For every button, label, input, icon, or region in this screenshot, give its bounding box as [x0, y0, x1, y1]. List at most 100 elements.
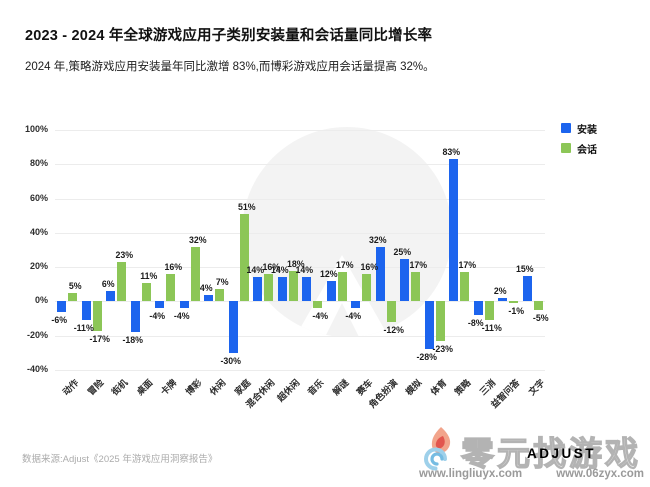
bar-install-9 — [277, 277, 287, 302]
legend-install: 安装 — [561, 121, 597, 136]
bar-session-8 — [264, 274, 274, 302]
y-axis-tick-label: 40% — [29, 226, 48, 237]
y-axis-tick-label: 80% — [29, 158, 48, 169]
x-axis-label-1: 冒险 — [85, 377, 106, 398]
chart-subtitle: 2024 年,策略游戏应用安装量年同比激增 83%,而博彩游戏应用会话量提高 3… — [25, 61, 435, 73]
gridline — [55, 130, 545, 131]
bar-install-7 — [228, 301, 238, 353]
bar-value-session-14: 17% — [409, 260, 428, 271]
bar-session-3 — [141, 282, 151, 302]
bar-value-install-3: -18% — [122, 335, 144, 346]
y-axis-tick-label: -40% — [26, 364, 48, 374]
bar-value-install-12: -4% — [345, 311, 362, 322]
gridline — [55, 198, 545, 200]
watermark-url-2: www.06zyx.com — [556, 468, 644, 480]
bar-session-16 — [460, 272, 470, 302]
bar-session-17 — [484, 301, 494, 321]
bar-value-session-5: 32% — [188, 234, 207, 245]
gridline — [55, 267, 545, 269]
bar-install-19 — [522, 275, 532, 302]
bar-session-9 — [288, 270, 298, 302]
bar-value-install-11: 12% — [319, 268, 338, 279]
x-axis-label-6: 休闲 — [207, 377, 228, 398]
bar-session-0 — [68, 292, 78, 302]
bar-value-session-10: -4% — [312, 311, 329, 322]
install-swatch-icon — [561, 123, 571, 133]
bar-value-install-10: 14% — [295, 265, 314, 276]
bar-session-6 — [215, 289, 225, 302]
adjust-logo: ADJUST — [527, 446, 597, 461]
bar-value-install-9: 14% — [270, 265, 289, 276]
gridline — [55, 232, 545, 234]
bar-value-session-7: 51% — [237, 202, 256, 212]
bar-install-15 — [424, 301, 434, 350]
x-axis-label-11: 解谜 — [330, 377, 351, 398]
bar-value-install-6: 4% — [199, 282, 213, 293]
gridline — [55, 370, 545, 371]
bar-install-6 — [204, 294, 214, 302]
legend-install-label: 安装 — [577, 124, 597, 136]
y-axis-tick-label: -20% — [26, 329, 48, 340]
chart-legend: 安装 会话 — [561, 121, 597, 161]
bar-session-7 — [239, 214, 249, 302]
bar-value-install-0: -6% — [51, 314, 68, 325]
bar-session-2 — [117, 262, 127, 302]
bar-session-12 — [362, 274, 372, 302]
bar-value-install-16: 83% — [442, 147, 461, 158]
session-swatch-icon — [561, 143, 571, 153]
flame-logo-icon — [424, 427, 451, 471]
bar-value-install-4: -4% — [149, 311, 166, 322]
x-axis-label-2: 街机 — [109, 377, 130, 398]
bar-value-session-6: 7% — [215, 277, 229, 288]
bar-install-1 — [81, 301, 91, 321]
bar-install-11 — [326, 280, 336, 302]
bar-value-session-12: 16% — [360, 262, 379, 272]
bar-install-14 — [400, 258, 410, 302]
bar-value-session-15: -23% — [432, 343, 454, 354]
bar-value-session-11: 17% — [335, 260, 354, 271]
bar-value-install-1: -11% — [73, 323, 94, 334]
bar-value-session-19: -5% — [532, 313, 549, 323]
chart-title: 2023 - 2024 年全球游戏应用子类别安装量和会话量同比增长率 — [25, 28, 433, 44]
legend-session: 会话 — [561, 141, 597, 156]
x-axis-label-19: 文字 — [526, 377, 547, 398]
bar-value-install-7: -30% — [220, 355, 242, 366]
x-axis-label-0: 动作 — [60, 377, 81, 398]
watermark-urls: www.lingliuyx.com www.06zyx.com — [419, 468, 644, 480]
bar-install-12 — [351, 301, 361, 309]
bar-value-install-13: 32% — [368, 234, 387, 245]
bar-session-4 — [166, 274, 176, 302]
data-source: 数据来源:Adjust《2025 年游戏应用洞察报告》 — [22, 454, 218, 465]
gridline — [55, 301, 545, 303]
bar-value-session-0: 5% — [68, 280, 82, 291]
bar-value-install-5: -4% — [173, 311, 190, 322]
y-axis-tick-label: 20% — [29, 261, 48, 272]
x-axis-label-5: 博彩 — [183, 377, 204, 398]
bar-value-session-9: 18% — [286, 258, 305, 269]
x-axis-label-9: 超休闲 — [275, 377, 302, 404]
y-axis-tick-label: 60% — [29, 192, 48, 203]
bar-value-install-19: 15% — [515, 263, 534, 274]
bar-install-16 — [449, 159, 459, 302]
bar-value-install-14: 25% — [393, 246, 412, 257]
bar-install-17 — [473, 301, 483, 316]
gridline — [55, 335, 545, 337]
y-axis-tick-label: 100% — [24, 124, 48, 134]
bar-install-18 — [498, 298, 508, 302]
x-axis-label-15: 体育 — [428, 377, 449, 398]
bar-value-session-4: 16% — [164, 262, 183, 272]
bar-session-1 — [92, 301, 102, 331]
bar-session-19 — [533, 301, 543, 310]
bar-value-install-8: 14% — [246, 265, 265, 276]
x-axis-label-10: 音乐 — [305, 377, 326, 398]
watermark-url-1: www.lingliuyx.com — [419, 468, 523, 480]
bar-value-session-18: -1% — [508, 306, 525, 317]
bar-install-2 — [106, 291, 116, 302]
bar-value-session-3: 11% — [140, 270, 158, 281]
bar-value-session-2: 23% — [115, 250, 134, 260]
bar-install-4 — [155, 301, 165, 309]
bar-session-14 — [411, 272, 421, 302]
gridline — [55, 164, 545, 166]
